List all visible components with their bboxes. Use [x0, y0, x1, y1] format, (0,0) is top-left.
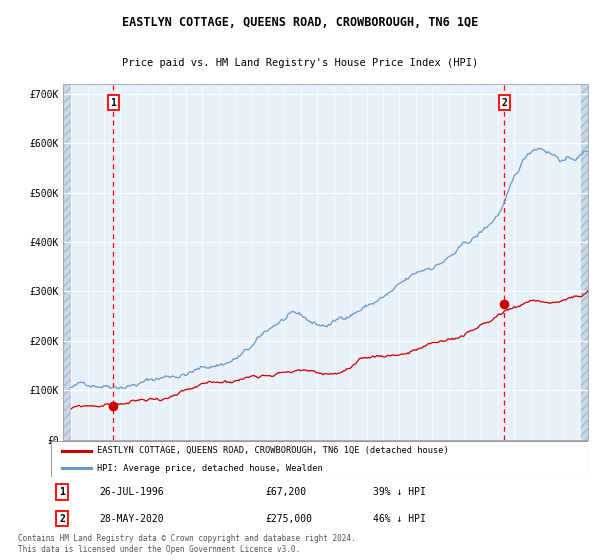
Text: 26-JUL-1996: 26-JUL-1996	[100, 487, 164, 497]
Bar	[580, 84, 588, 440]
Text: EASTLYN COTTAGE, QUEENS ROAD, CROWBOROUGH, TN6 1QE: EASTLYN COTTAGE, QUEENS ROAD, CROWBOROUG…	[122, 16, 478, 29]
Text: Price paid vs. HM Land Registry's House Price Index (HPI): Price paid vs. HM Land Registry's House …	[122, 58, 478, 68]
Text: 46% ↓ HPI: 46% ↓ HPI	[373, 514, 426, 524]
Text: 2: 2	[59, 514, 65, 524]
Text: Contains HM Land Registry data © Crown copyright and database right 2024.
This d: Contains HM Land Registry data © Crown c…	[18, 534, 356, 554]
Bar	[63, 84, 71, 440]
Text: 1: 1	[59, 487, 65, 497]
Text: 1: 1	[110, 97, 116, 108]
Text: £67,200: £67,200	[266, 487, 307, 497]
Text: HPI: Average price, detached house, Wealden: HPI: Average price, detached house, Weal…	[97, 464, 322, 473]
FancyBboxPatch shape	[51, 441, 588, 477]
Text: EASTLYN COTTAGE, QUEENS ROAD, CROWBOROUGH, TN6 1QE (detached house): EASTLYN COTTAGE, QUEENS ROAD, CROWBOROUG…	[97, 446, 448, 455]
Text: 2: 2	[502, 97, 508, 108]
Text: £275,000: £275,000	[266, 514, 313, 524]
Text: 28-MAY-2020: 28-MAY-2020	[100, 514, 164, 524]
Text: 39% ↓ HPI: 39% ↓ HPI	[373, 487, 426, 497]
